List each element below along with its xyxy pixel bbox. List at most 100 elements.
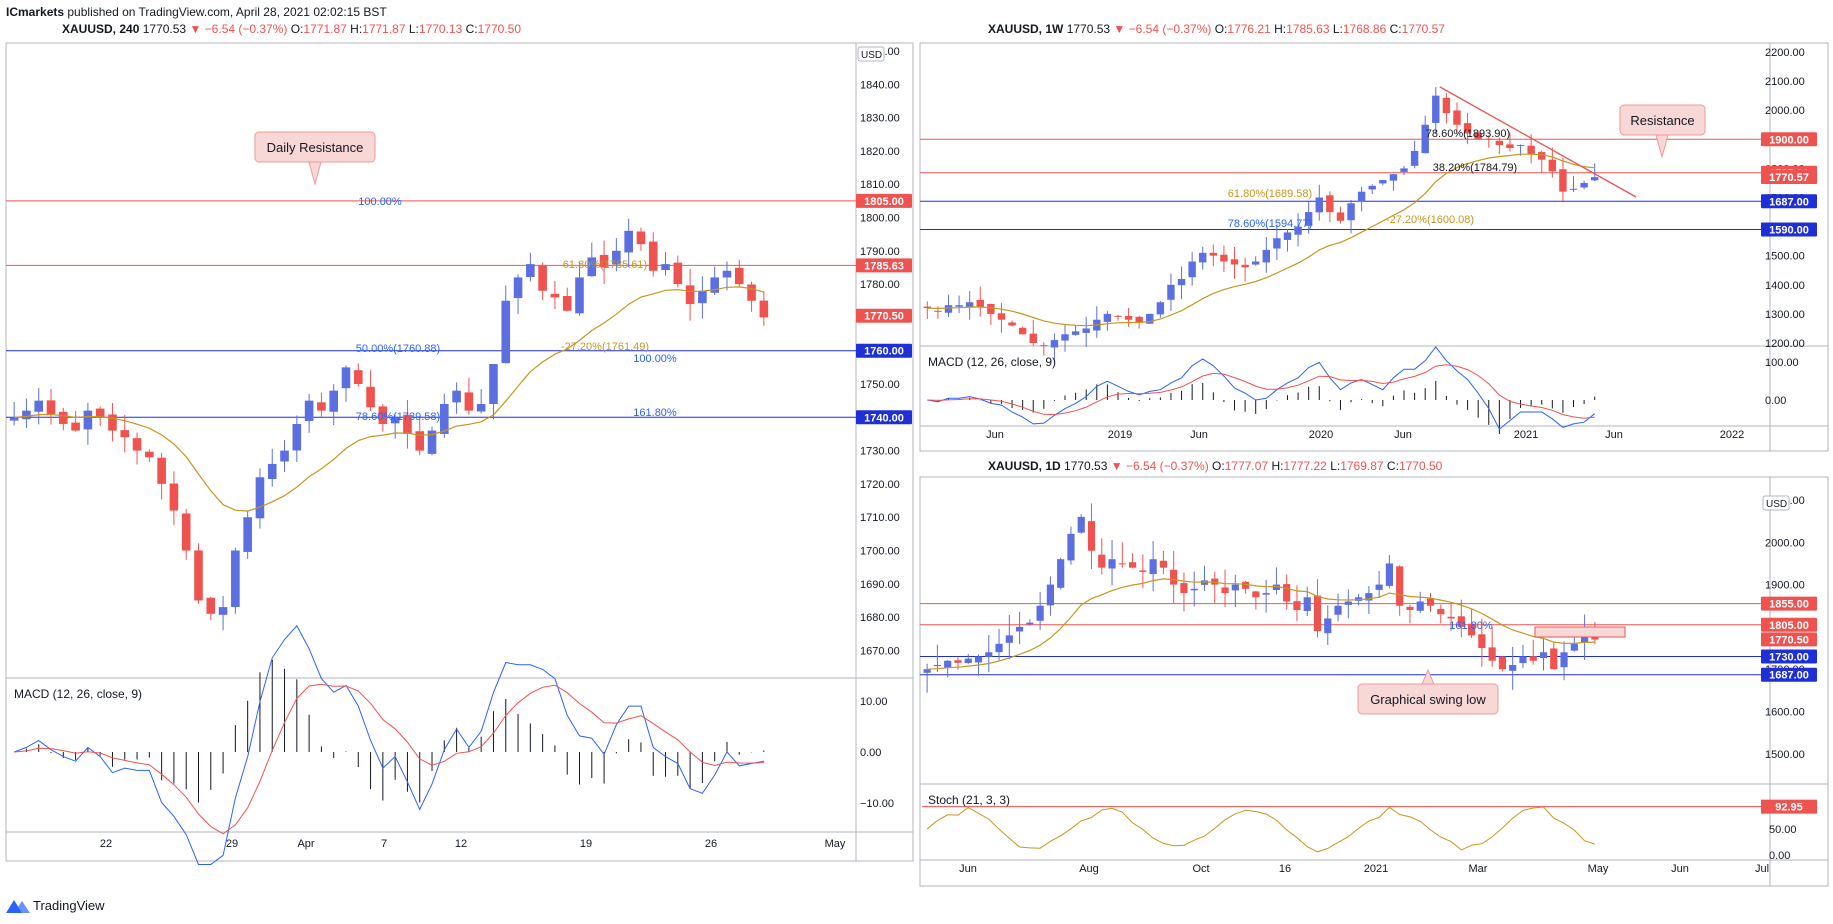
w1-ytick: 1500.00 — [1765, 251, 1805, 263]
tradingview-logo-icon[interactable] — [6, 900, 30, 913]
h4-xtick: Apr — [297, 838, 314, 850]
h4-candle — [169, 483, 179, 511]
d1-candle — [1241, 581, 1250, 589]
w1-macd-tick: 0.00 — [1765, 395, 1786, 407]
w1-candle — [1220, 254, 1228, 262]
h4-symbol[interactable]: XAUUSD, 240 — [62, 22, 140, 36]
d1-price-tag-label: 1730.00 — [1769, 652, 1809, 664]
d1-candle — [1447, 616, 1455, 619]
w1-candle — [1082, 328, 1090, 333]
d1-candle — [1057, 559, 1065, 588]
h4-indicator-title: MACD (12, 26, close, 9) — [14, 687, 142, 701]
h4-macd-tick: 0.00 — [860, 747, 881, 759]
d1-candle — [954, 660, 962, 663]
w1-price-tag-label: 1590.00 — [1769, 225, 1809, 237]
w1-candle — [1485, 138, 1493, 140]
w1-candle — [1495, 140, 1504, 146]
w1-macd-tick: 100.00 — [1765, 357, 1799, 369]
h4-candle — [464, 392, 474, 411]
d1-candle — [1231, 584, 1239, 591]
d1-stoch-tag-label: 92.95 — [1775, 802, 1803, 814]
h4-candle — [317, 402, 326, 411]
resistance-callout: Resistance — [1619, 104, 1706, 159]
h4-fib-label: 61.80%(1785.61) — [563, 259, 647, 271]
w1-candle — [1569, 188, 1578, 190]
d1-xtick: May — [1588, 863, 1609, 875]
d1-candle — [1128, 562, 1137, 568]
h4-candle — [710, 277, 719, 293]
d1-candle — [1313, 595, 1322, 632]
d1-chart[interactable]: 2100.002000.001900.001800.001700.001600.… — [920, 495, 1817, 875]
d1-stoch-tag — [1761, 799, 1817, 814]
h4-candle — [108, 414, 117, 431]
w1-candle — [1315, 197, 1323, 213]
w1-candle — [1230, 259, 1239, 265]
w1-trendline — [1439, 86, 1637, 198]
d1-candle — [1324, 618, 1332, 634]
w1-low: 1768.86 — [1342, 22, 1387, 36]
d1-candle — [1180, 583, 1188, 594]
w1-chart[interactable]: 2200.002100.002000.001900.001800.001700.… — [920, 47, 1817, 441]
d1-candle — [944, 660, 952, 668]
h4-ytick: 1810.00 — [860, 179, 900, 191]
d1-symbol[interactable]: XAUUSD, 1D — [988, 459, 1061, 473]
w1-candle — [1304, 212, 1313, 226]
w1-xtick: Jun — [986, 429, 1004, 441]
w1-candle — [1251, 261, 1260, 265]
d1-candle — [1570, 643, 1578, 651]
d1-candle — [1560, 652, 1568, 668]
h4-candle — [550, 293, 560, 298]
d1-currency-label: USD — [1766, 499, 1787, 510]
d1-ytick: 1500.00 — [1765, 749, 1805, 761]
h4-currency-label: USD — [861, 50, 882, 61]
d1-candle — [923, 669, 931, 673]
h4-xtick: May — [825, 838, 846, 850]
w1-fib-label: 38.20%(1784.79) — [1433, 162, 1517, 174]
tradingview-brand[interactable]: TradingView — [33, 898, 105, 913]
h4-macd-tick: 10.00 — [860, 696, 888, 708]
d1-ytick: 1900.00 — [1765, 580, 1805, 592]
w1-candle — [1040, 345, 1048, 347]
d1-candle — [1334, 605, 1342, 615]
h4-candle — [722, 270, 732, 278]
publisher-text: published on TradingView.com, April 28, … — [67, 5, 387, 19]
h4-chart[interactable]: 1850.001840.001830.001820.001810.001800.… — [6, 46, 912, 865]
w1-fib-label: 78.60%(1594.77) — [1228, 218, 1312, 230]
w1-candle — [1379, 180, 1387, 184]
d1-indicator-title: Stoch (21, 3, 3) — [928, 793, 1010, 807]
h4-price-tag-label: 1740.00 — [864, 412, 904, 424]
d1-xtick: Jun — [959, 863, 977, 875]
w1-candle — [1410, 150, 1419, 166]
d1-xtick: Jul — [1755, 863, 1769, 875]
w1-xtick: 2021 — [1514, 429, 1538, 441]
w1-candle — [1177, 278, 1186, 286]
h4-candle — [624, 230, 633, 253]
w1-candle — [1347, 203, 1355, 221]
h4-xtick: 29 — [226, 838, 238, 850]
h4-price-tag — [856, 343, 912, 358]
w1-price-tag — [1761, 132, 1817, 147]
w1-candle — [1474, 132, 1482, 140]
w1-candle — [1294, 226, 1302, 235]
d1-candle — [1478, 634, 1486, 649]
w1-candle — [944, 305, 953, 313]
d1-candle — [1509, 664, 1517, 671]
d1-xtick: Jun — [1671, 863, 1689, 875]
h4-candle — [526, 264, 535, 278]
h4-xtick: 7 — [381, 838, 387, 850]
w1-symbol[interactable]: XAUUSD, 1W — [988, 22, 1064, 36]
w1-candle — [1389, 174, 1398, 181]
h4-candle — [9, 417, 19, 421]
d1-candle — [1385, 563, 1394, 586]
d1-candle — [1036, 605, 1044, 621]
h4-macd-line — [13, 624, 764, 865]
w1-candle — [1357, 191, 1366, 202]
h4-price-tag — [856, 308, 912, 323]
h4-fib-label: 78.60%(1739.58) — [356, 411, 440, 423]
h4-ytick: 1750.00 — [860, 379, 900, 391]
w1-candle — [1463, 123, 1472, 134]
w1-candle — [1029, 333, 1037, 343]
d1-frame — [919, 476, 1829, 887]
w1-candle — [1368, 185, 1376, 190]
